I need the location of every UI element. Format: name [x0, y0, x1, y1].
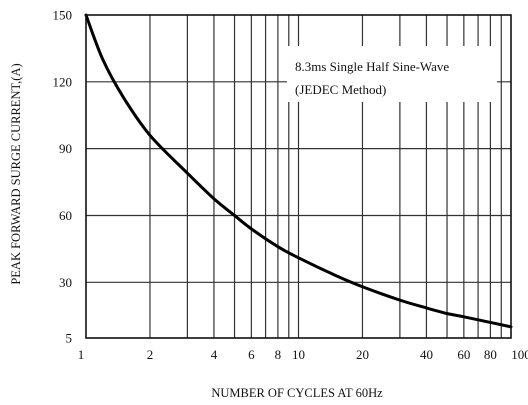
x-tick-label-6: 6	[248, 347, 255, 362]
x-tick-label-1: 1	[78, 347, 85, 362]
x-tick-label-10: 10	[292, 347, 305, 362]
x-tick-label-8: 8	[275, 347, 282, 362]
x-axis-label: NUMBER OF CYCLES AT 60Hz	[211, 386, 383, 400]
plot-frame	[85, 14, 512, 339]
legend: 8.3ms Single Half Sine-Wave (JEDEC Metho…	[287, 46, 497, 102]
y-tick-label-90: 90	[59, 141, 72, 156]
y-tick-label-120: 120	[53, 74, 73, 89]
x-tick-label-20: 20	[356, 347, 369, 362]
y-tick-label-30: 30	[59, 275, 72, 290]
x-tick-label-4: 4	[211, 347, 218, 362]
plot-area-border	[85, 14, 512, 339]
tick-labels: 5 30 60 90 120 150 1 2 4 6 8 10 20 40 60 80 100	[53, 8, 528, 363]
x-tick-label-2: 2	[147, 347, 154, 362]
x-tick-label-80: 80	[484, 347, 497, 362]
y-tick-label-5: 5	[66, 331, 73, 346]
legend-box	[287, 46, 497, 102]
y-tick-label-150: 150	[53, 8, 73, 23]
x-tick-label-40: 40	[420, 347, 433, 362]
series-layer	[84, 13, 513, 329]
series-line-0	[84, 13, 513, 329]
y-tick-label-60: 60	[59, 208, 72, 223]
x-tick-label-100: 100	[511, 347, 528, 362]
legend-line-2: (JEDEC Method)	[295, 82, 386, 97]
x-tick-label-60: 60	[457, 347, 470, 362]
y-axis-label: PEAK FORWARD SURGE CURRENT,(A)	[9, 63, 23, 284]
legend-line-1: 8.3ms Single Half Sine-Wave	[295, 59, 449, 74]
